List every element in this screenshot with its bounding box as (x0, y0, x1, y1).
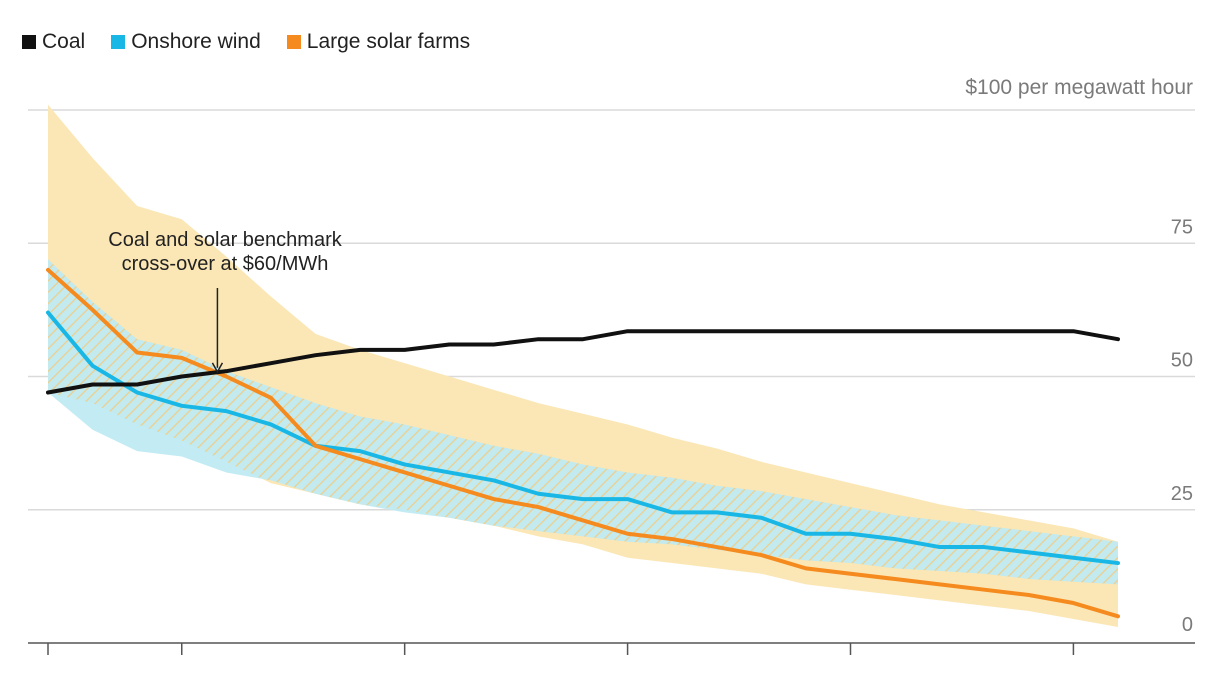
annotation-arrow-head (211, 362, 224, 374)
band-large-solar-farms (48, 104, 1118, 628)
legend-swatch-coal (22, 35, 36, 49)
y-axis-unit-label: $100 per megawatt hour (965, 76, 1193, 99)
legend-label-coal: Coal (42, 30, 86, 53)
legend-label-large-solar-farms: Large solar farms (306, 30, 471, 53)
legend-label-onshore-wind: Onshore wind (131, 30, 261, 53)
legend-swatch-large-solar-farms (286, 35, 301, 49)
series-line-onshore-wind (46, 310, 1120, 566)
legend-item-coal: Coal (22, 30, 85, 54)
legend-item-large-solar-farms: Large solar farms (286, 30, 471, 54)
y-tick-label-0: 0 (1182, 614, 1193, 636)
annotation-line-1: Coal and solar benchmark (108, 229, 342, 251)
y-tick-label-25: 25 (1171, 483, 1193, 505)
series-line-coal (46, 329, 1120, 395)
annotation-line-2: cross-over at $60/MWh (122, 253, 329, 275)
y-tick-label-50: 50 (1171, 350, 1193, 372)
legend: Coal Onshore wind Large solar farms (22, 30, 470, 54)
series-line-large-solar-farms (46, 267, 1120, 619)
legend-swatch-onshore-wind (111, 35, 126, 49)
legend-item-onshore-wind: Onshore wind (111, 30, 261, 54)
y-tick-label-75: 75 (1171, 216, 1193, 238)
